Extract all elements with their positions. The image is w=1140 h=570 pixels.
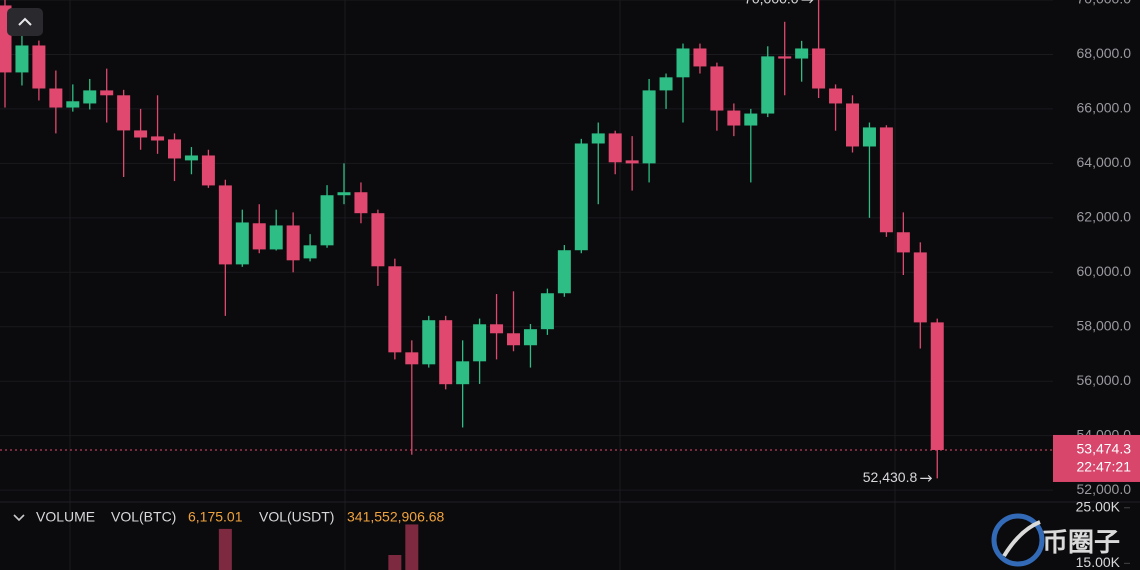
candle-body — [608, 133, 622, 163]
watermark: 币圈子 — [991, 513, 1120, 567]
volume-tick-label: 15.00K — [1076, 554, 1121, 570]
candle-body — [320, 195, 334, 246]
candle-body — [896, 232, 910, 253]
candle-body — [710, 66, 724, 111]
y-tick-label: 60,000.0 — [1077, 263, 1132, 279]
candle-body — [744, 113, 758, 126]
caret-icon — [18, 17, 32, 26]
volume-bar — [218, 528, 232, 570]
candle-body — [676, 48, 690, 78]
price-annotation: 70,000.0 — [744, 0, 799, 7]
candle-body — [201, 155, 215, 186]
watermark-logo — [1002, 520, 1041, 558]
last-price-label: 53,474.3 — [1077, 441, 1132, 457]
candle-body — [795, 48, 809, 59]
candle-body — [473, 324, 487, 362]
candle-body — [642, 90, 656, 164]
annotation-arrow — [920, 474, 933, 482]
y-tick-label: 52,000.0 — [1077, 481, 1132, 497]
candle-body — [269, 225, 283, 250]
candle-body — [66, 101, 80, 108]
candle-body — [388, 266, 402, 353]
candle-body — [540, 293, 554, 330]
candle-body — [32, 45, 46, 89]
time-grid — [69, 0, 896, 570]
candle-body — [507, 333, 520, 346]
candle-body — [83, 90, 97, 104]
volume-field-name: VOL(BTC) — [111, 509, 176, 525]
candle-body — [168, 139, 181, 159]
candle-body — [422, 320, 436, 365]
candle-body — [659, 77, 673, 91]
y-tick-label: 70,000.0 — [1077, 0, 1132, 7]
countdown: 22:47:21 — [1077, 459, 1132, 475]
candle-body — [693, 48, 707, 67]
candle-body — [15, 45, 29, 73]
watermark-logo — [991, 513, 1045, 567]
y-tick-label: 58,000.0 — [1077, 317, 1132, 333]
candle-body — [490, 324, 504, 334]
candle-body — [523, 329, 537, 346]
candle-body — [354, 192, 368, 214]
candle-body — [371, 213, 385, 267]
button-bg[interactable] — [7, 8, 43, 36]
candle-body — [591, 133, 605, 144]
candle-body — [117, 95, 131, 131]
candle-body — [439, 320, 453, 385]
candle-body — [151, 136, 165, 141]
volume-bar — [388, 555, 402, 570]
candle-body — [184, 155, 198, 161]
collapse-button[interactable] — [7, 8, 43, 36]
candle-body — [337, 192, 351, 196]
candle-body — [49, 88, 63, 108]
candle-body — [761, 56, 775, 114]
candle-body — [574, 143, 588, 251]
volume-field-value: 6,175.01 — [188, 509, 243, 525]
y-tick-label: 56,000.0 — [1077, 372, 1132, 388]
y-tick-label: 64,000.0 — [1077, 154, 1132, 170]
candle-body — [727, 110, 741, 126]
volume-chevron[interactable] — [13, 514, 25, 522]
candle-body — [846, 103, 859, 147]
candle-body — [862, 127, 876, 147]
last-price-tag — [1053, 434, 1140, 482]
candle-body — [913, 252, 927, 323]
candle-body — [778, 56, 792, 59]
watermark-text: 币圈子 — [1042, 527, 1120, 557]
y-tick-label: 68,000.0 — [1077, 45, 1132, 61]
candle-body — [879, 127, 893, 233]
candle-body — [557, 250, 571, 294]
candle-body — [134, 130, 148, 138]
candle-body — [625, 160, 639, 164]
candle-body — [100, 90, 114, 96]
volume-title: VOLUME — [36, 509, 95, 525]
candle-body — [930, 322, 944, 450]
price-annotation: 52,430.8 — [863, 469, 918, 485]
y-tick-label: 62,000.0 — [1077, 209, 1132, 225]
volume-tick-label: 25.00K — [1076, 498, 1121, 514]
candle-body — [0, 5, 12, 73]
candle-body — [286, 225, 300, 261]
candle-body — [829, 88, 843, 104]
candle-body — [235, 222, 249, 265]
volume-bar — [405, 524, 419, 570]
candle-body — [252, 223, 266, 250]
candle-body — [218, 185, 232, 265]
y-tick-label: 66,000.0 — [1077, 100, 1132, 116]
candle-body — [812, 48, 826, 89]
annotation-arrow — [801, 0, 814, 4]
candle-body — [303, 245, 317, 259]
volume-field-name: VOL(USDT) — [259, 509, 334, 525]
volume-field-value: 341,552,906.68 — [347, 509, 445, 525]
candle-body — [405, 352, 419, 365]
candle-body — [456, 361, 470, 385]
